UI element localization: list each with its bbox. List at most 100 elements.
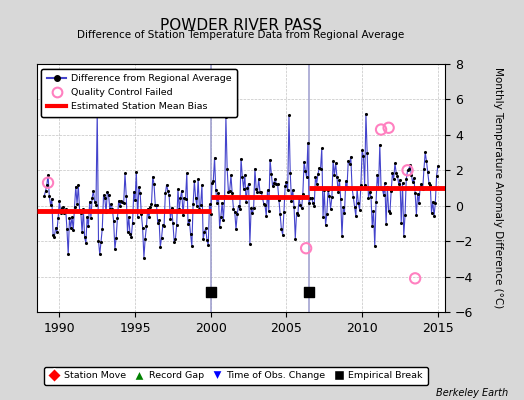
- Point: [100, 192, 108, 198]
- Point: [74, 182, 82, 188]
- Point: [215, 224, 224, 230]
- Point: [246, 240, 254, 247]
- Point: [106, 206, 114, 212]
- Point: [157, 234, 166, 241]
- Point: [162, 182, 171, 188]
- Point: [174, 186, 182, 192]
- Point: [403, 167, 412, 174]
- Point: [78, 229, 86, 236]
- Point: [428, 210, 436, 216]
- Legend: Difference from Regional Average, Quality Control Failed, Estimated Station Mean: Difference from Regional Average, Qualit…: [41, 69, 237, 116]
- Point: [209, 178, 217, 184]
- Point: [195, 206, 204, 212]
- Point: [236, 206, 244, 212]
- Point: [410, 175, 418, 181]
- Point: [358, 147, 366, 154]
- Point: [262, 213, 270, 219]
- Point: [114, 198, 123, 204]
- Point: [199, 236, 208, 242]
- Point: [119, 200, 128, 206]
- Point: [134, 214, 142, 220]
- Point: [152, 202, 161, 209]
- Point: [285, 112, 293, 118]
- Point: [385, 124, 393, 131]
- Point: [295, 195, 303, 201]
- Point: [181, 196, 190, 202]
- Point: [334, 189, 342, 196]
- Point: [225, 188, 234, 194]
- Point: [46, 202, 54, 208]
- Point: [362, 110, 370, 117]
- Point: [248, 210, 257, 217]
- Point: [238, 174, 246, 180]
- Point: [306, 195, 314, 201]
- Point: [165, 192, 173, 199]
- Point: [387, 188, 395, 194]
- Point: [67, 224, 75, 231]
- Point: [169, 220, 177, 226]
- Point: [234, 202, 243, 209]
- Point: [70, 204, 79, 210]
- Point: [283, 187, 292, 194]
- Point: [178, 188, 186, 194]
- Point: [391, 160, 399, 167]
- Text: Difference of Station Temperature Data from Regional Average: Difference of Station Temperature Data f…: [78, 30, 405, 40]
- Point: [95, 251, 104, 258]
- Point: [411, 275, 419, 282]
- Point: [270, 180, 278, 186]
- Point: [353, 186, 361, 192]
- Point: [148, 174, 157, 180]
- Point: [373, 172, 381, 178]
- Point: [92, 202, 100, 208]
- Point: [261, 202, 269, 208]
- Point: [212, 187, 220, 193]
- Point: [110, 218, 118, 224]
- Point: [340, 210, 348, 216]
- Point: [55, 198, 63, 205]
- Point: [136, 190, 144, 196]
- Point: [146, 204, 155, 210]
- Point: [343, 184, 351, 191]
- Point: [61, 206, 70, 212]
- Point: [430, 213, 438, 219]
- Text: POWDER RIVER PASS: POWDER RIVER PASS: [160, 18, 322, 33]
- Point: [280, 209, 288, 215]
- Point: [432, 173, 441, 179]
- Point: [355, 206, 364, 213]
- Point: [402, 176, 410, 182]
- Point: [403, 167, 412, 174]
- Point: [116, 203, 124, 209]
- Point: [208, 180, 216, 186]
- Point: [368, 223, 376, 229]
- Point: [247, 205, 255, 212]
- Point: [302, 174, 311, 181]
- Point: [319, 213, 327, 220]
- Text: Berkeley Earth: Berkeley Earth: [436, 388, 508, 398]
- Point: [237, 156, 245, 162]
- Point: [85, 198, 94, 205]
- Point: [290, 203, 298, 210]
- Point: [258, 195, 267, 201]
- Point: [299, 190, 307, 197]
- Point: [222, 114, 230, 120]
- Point: [326, 205, 335, 212]
- Point: [188, 243, 196, 249]
- Point: [276, 211, 285, 218]
- Point: [228, 190, 236, 196]
- Point: [66, 214, 74, 221]
- Point: [131, 197, 139, 203]
- Point: [277, 226, 286, 232]
- Point: [414, 200, 423, 206]
- Point: [302, 245, 310, 252]
- Point: [392, 170, 400, 176]
- Point: [431, 200, 440, 206]
- Point: [344, 158, 353, 164]
- Point: [434, 163, 442, 169]
- Point: [51, 225, 60, 231]
- Point: [382, 220, 390, 227]
- Point: [335, 177, 344, 184]
- Point: [363, 150, 372, 157]
- Point: [417, 181, 425, 187]
- Point: [252, 186, 260, 192]
- Point: [412, 211, 421, 218]
